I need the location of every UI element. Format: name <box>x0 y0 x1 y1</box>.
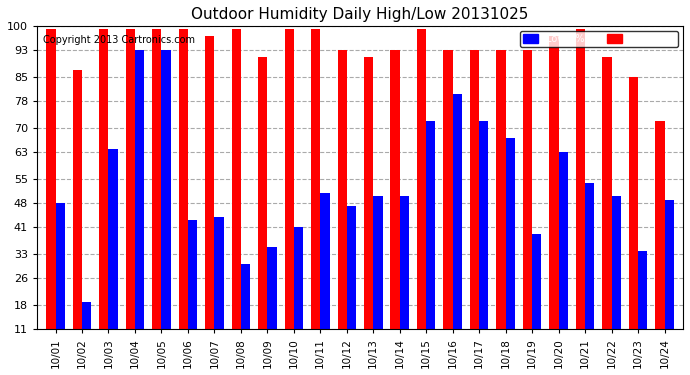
Bar <box>320 193 330 367</box>
Bar <box>347 207 356 367</box>
Bar <box>549 36 559 367</box>
Bar <box>99 29 108 367</box>
Bar <box>55 203 65 367</box>
Bar <box>152 29 161 367</box>
Bar <box>453 94 462 367</box>
Bar <box>664 200 674 367</box>
Bar <box>373 196 382 367</box>
Bar <box>188 220 197 367</box>
Text: Copyright 2013 Cartronics.com: Copyright 2013 Cartronics.com <box>43 35 195 45</box>
Bar <box>426 121 435 367</box>
Bar <box>638 251 647 367</box>
Bar <box>532 234 542 367</box>
Bar <box>126 29 135 367</box>
Bar <box>179 29 188 367</box>
Bar <box>258 57 267 367</box>
Bar <box>364 57 373 367</box>
Bar <box>576 29 585 367</box>
Bar <box>108 148 118 367</box>
Bar <box>559 152 568 367</box>
Bar <box>311 29 320 367</box>
Bar <box>656 121 664 367</box>
Bar <box>417 29 426 367</box>
Bar <box>232 29 241 367</box>
Title: Outdoor Humidity Daily High/Low 20131025: Outdoor Humidity Daily High/Low 20131025 <box>191 7 529 22</box>
Bar <box>241 264 250 367</box>
Bar <box>602 57 611 367</box>
Bar <box>400 196 409 367</box>
Bar <box>82 302 91 367</box>
Bar <box>470 50 479 367</box>
Bar <box>337 50 347 367</box>
Bar <box>629 77 638 367</box>
Bar <box>506 138 515 367</box>
Bar <box>267 248 277 367</box>
Bar <box>215 217 224 367</box>
Bar <box>72 70 82 367</box>
Bar <box>294 227 303 367</box>
Bar <box>523 50 532 367</box>
Bar <box>284 29 294 367</box>
Bar <box>444 50 453 367</box>
Bar <box>479 121 489 367</box>
Bar <box>391 50 400 367</box>
Bar <box>135 50 144 367</box>
Bar <box>46 29 55 367</box>
Bar <box>585 183 594 367</box>
Bar <box>496 50 506 367</box>
Bar <box>205 36 215 367</box>
Legend: Low  (%), High  (%): Low (%), High (%) <box>520 31 678 46</box>
Bar <box>611 196 621 367</box>
Bar <box>161 50 170 367</box>
